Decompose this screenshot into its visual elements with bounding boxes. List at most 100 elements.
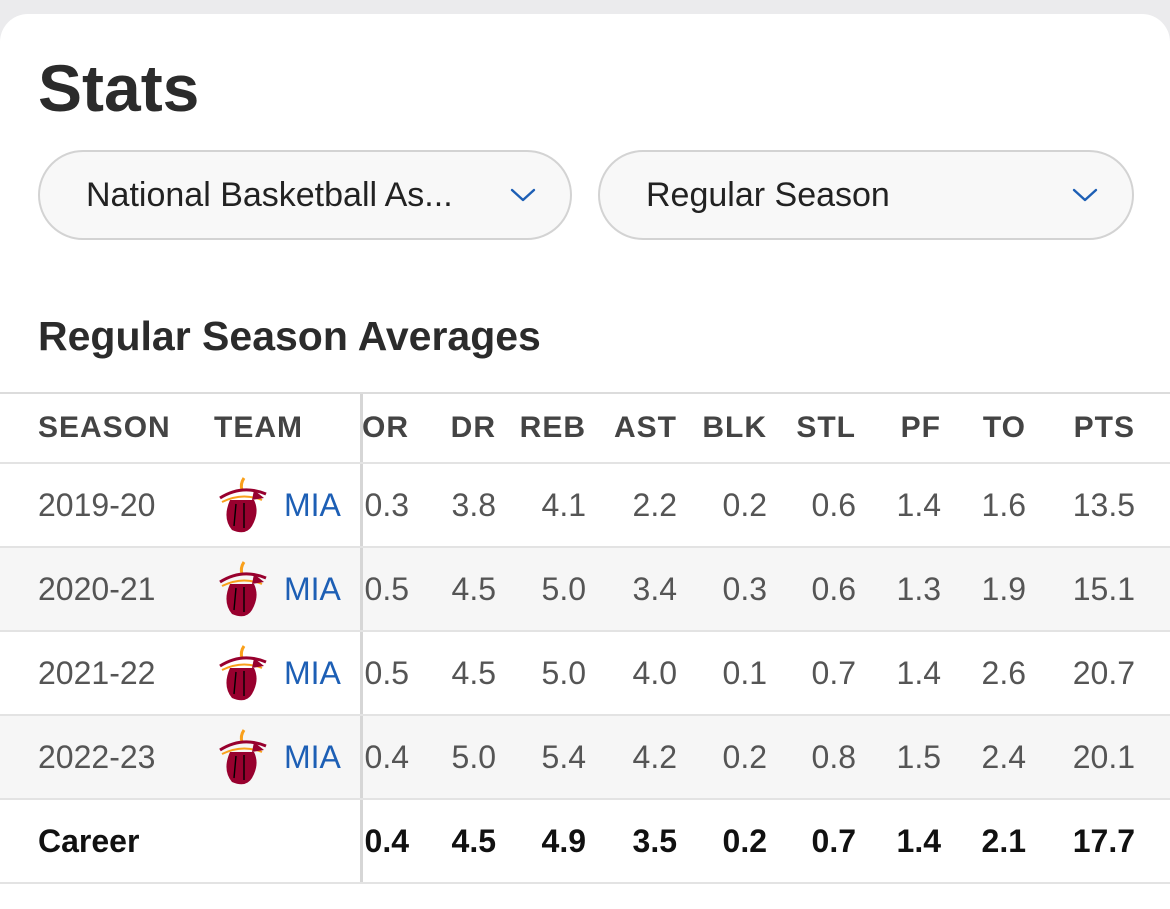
scrollable-columns[interactable]: OR DR REB AST BLK STL PF TO PTS [363, 394, 1170, 462]
header-season[interactable]: SEASON [38, 411, 171, 444]
miami-heat-logo-icon [219, 645, 267, 701]
season-type-dropdown-value: Regular Season [646, 175, 890, 214]
ast-cell: 3.4 [632, 570, 677, 607]
header-dr[interactable]: DR [450, 411, 496, 444]
team-link[interactable]: MIA [284, 570, 341, 607]
scrollable-columns[interactable]: 0.5 4.5 5.0 3.4 0.3 0.6 1.3 1.9 15.1 [363, 548, 1170, 630]
to-cell: 1.9 [981, 570, 1026, 607]
season-type-dropdown[interactable]: Regular Season [598, 150, 1134, 240]
or-cell: 0.4 [364, 738, 409, 775]
pf-cell: 1.4 [896, 654, 941, 691]
frozen-column-divider [360, 464, 363, 546]
stl-cell: 0.7 [811, 654, 856, 691]
frozen-column-divider [360, 800, 363, 882]
scrollable-columns[interactable]: 0.5 4.5 5.0 4.0 0.1 0.7 1.4 2.6 20.7 [363, 632, 1170, 714]
table-row: 2020-21 MIA 0.5 4.5 5.0 3.4 0 [0, 548, 1170, 632]
season-cell: 2019-20 [38, 486, 156, 523]
or-cell: 0.5 [364, 654, 409, 691]
pts-cell: 15.1 [1072, 570, 1135, 607]
team-cell: MIA [214, 548, 341, 630]
or-cell: 0.5 [364, 570, 409, 607]
header-reb[interactable]: REB [519, 411, 586, 444]
stl-cell: 0.6 [811, 570, 856, 607]
header-ast[interactable]: AST [614, 411, 677, 444]
dr-cell: 4.5 [451, 570, 496, 607]
stl-cell: 0.6 [811, 486, 856, 523]
blk-cell: 0.1 [722, 654, 767, 691]
season-cell: 2022-23 [38, 738, 156, 775]
dr-cell: 5.0 [451, 738, 496, 775]
pts-cell: 20.1 [1072, 738, 1135, 775]
miami-heat-logo-icon [219, 561, 267, 617]
reb-cell: 5.4 [541, 738, 586, 775]
chevron-down-icon [508, 180, 538, 210]
to-cell: 1.6 [981, 486, 1026, 523]
stats-card: Stats National Basketball As... Regular … [0, 14, 1170, 909]
chevron-down-icon [1070, 180, 1100, 210]
pf-cell: 1.3 [896, 570, 941, 607]
header-pts[interactable]: PTS [1073, 411, 1135, 444]
table-row: 2021-22 MIA 0.5 4.5 5.0 4.0 0 [0, 632, 1170, 716]
reb-cell: 4.9 [541, 822, 586, 859]
career-row: Career 0.4 4.5 4.9 3.5 0.2 0.7 1.4 2.1 1… [0, 800, 1170, 884]
pf-cell: 1.4 [896, 822, 941, 859]
reb-cell: 5.0 [541, 570, 586, 607]
season-cell: 2020-21 [38, 570, 156, 607]
season-cell: 2021-22 [38, 654, 156, 691]
dr-cell: 4.5 [451, 654, 496, 691]
team-cell: MIA [214, 716, 341, 798]
frozen-column-divider [360, 548, 363, 630]
or-cell: 0.3 [364, 486, 409, 523]
blk-cell: 0.2 [722, 738, 767, 775]
team-link[interactable]: MIA [284, 654, 341, 691]
table-row: 2022-23 MIA 0.4 5.0 5.4 4.2 0 [0, 716, 1170, 800]
pf-cell: 1.5 [896, 738, 941, 775]
blk-cell: 0.2 [722, 822, 767, 859]
or-cell: 0.4 [364, 822, 409, 859]
ast-cell: 4.0 [632, 654, 677, 691]
pts-cell: 13.5 [1072, 486, 1135, 523]
ast-cell: 2.2 [632, 486, 677, 523]
team-cell: MIA [214, 632, 341, 714]
to-cell: 2.1 [981, 822, 1026, 859]
dr-cell: 3.8 [451, 486, 496, 523]
section-title: Regular Season Averages [38, 313, 541, 359]
miami-heat-logo-icon [219, 477, 267, 533]
ast-cell: 4.2 [632, 738, 677, 775]
reb-cell: 5.0 [541, 654, 586, 691]
team-link[interactable]: MIA [284, 486, 341, 523]
pts-cell: 17.7 [1072, 822, 1135, 859]
header-to[interactable]: TO [982, 411, 1026, 444]
scrollable-columns[interactable]: 0.4 5.0 5.4 4.2 0.2 0.8 1.5 2.4 20.1 [363, 716, 1170, 798]
header-team[interactable]: TEAM [214, 411, 303, 444]
header-stl[interactable]: STL [796, 411, 856, 444]
scrollable-columns[interactable]: 0.4 4.5 4.9 3.5 0.2 0.7 1.4 2.1 17.7 [363, 800, 1170, 882]
table-row: 2019-20 MIA 0.3 3.8 4.1 2.2 0 [0, 464, 1170, 548]
stl-cell: 0.7 [811, 822, 856, 859]
dr-cell: 4.5 [451, 822, 496, 859]
pts-cell: 20.7 [1072, 654, 1135, 691]
reb-cell: 4.1 [541, 486, 586, 523]
scrollable-columns[interactable]: 0.3 3.8 4.1 2.2 0.2 0.6 1.4 1.6 13.5 [363, 464, 1170, 546]
stats-table: SEASON TEAM OR DR REB AST BLK STL PF TO … [0, 392, 1170, 884]
ast-cell: 3.5 [632, 822, 677, 859]
pf-cell: 1.4 [896, 486, 941, 523]
frozen-column-divider [360, 716, 363, 798]
page-title: Stats [38, 51, 200, 125]
to-cell: 2.4 [981, 738, 1026, 775]
to-cell: 2.6 [981, 654, 1026, 691]
team-cell: MIA [214, 464, 341, 546]
table-header-row: SEASON TEAM OR DR REB AST BLK STL PF TO … [0, 394, 1170, 464]
career-label: Career [38, 822, 140, 859]
stl-cell: 0.8 [811, 738, 856, 775]
team-link[interactable]: MIA [284, 738, 341, 775]
league-dropdown-value: National Basketball As... [86, 175, 453, 214]
header-pf[interactable]: PF [900, 411, 941, 444]
frozen-column-divider [360, 632, 363, 714]
header-or[interactable]: OR [363, 411, 409, 444]
blk-cell: 0.3 [722, 570, 767, 607]
league-dropdown[interactable]: National Basketball As... [38, 150, 572, 240]
frozen-column-divider [360, 394, 363, 462]
header-blk[interactable]: BLK [702, 411, 767, 444]
miami-heat-logo-icon [219, 729, 267, 785]
